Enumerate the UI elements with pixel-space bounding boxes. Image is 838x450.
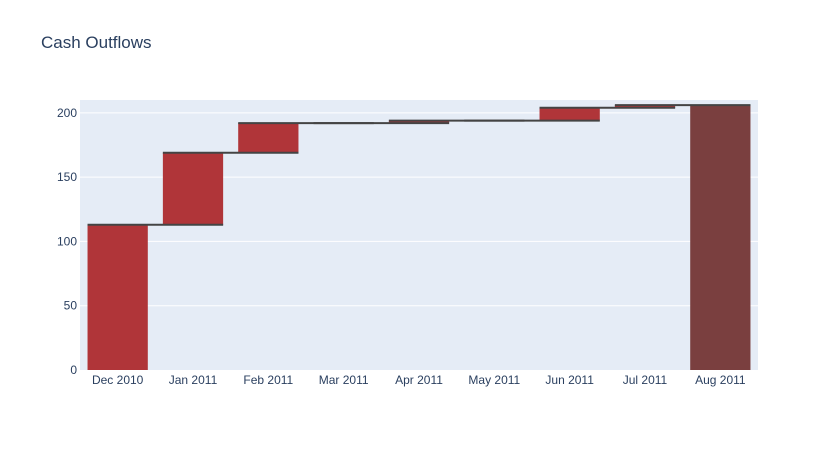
x-tick-label: Apr 2011 (395, 373, 443, 387)
y-tick-label: 50 (64, 299, 78, 313)
x-tick-label: Aug 2011 (695, 373, 746, 387)
chart-title: Cash Outflows (41, 33, 152, 52)
bar (539, 107, 600, 121)
x-tick-label: Mar 2011 (319, 373, 369, 387)
y-tick-label: 0 (70, 363, 77, 377)
bar (614, 105, 676, 108)
x-tick-label: Dec 2010 (92, 373, 144, 387)
bar (87, 224, 148, 370)
bar (162, 152, 224, 225)
bar (238, 123, 299, 153)
y-tick-label: 150 (57, 170, 77, 184)
total-bar (690, 105, 751, 371)
plot-area (80, 100, 758, 370)
y-tick-label: 200 (57, 106, 77, 120)
x-tick-label: Jan 2011 (169, 373, 218, 387)
x-tick-label: Feb 2011 (243, 373, 293, 387)
x-tick-label: Jul 2011 (623, 373, 668, 387)
x-tick-label: Jun 2011 (545, 373, 594, 387)
x-tick-label: May 2011 (468, 373, 520, 387)
y-tick-label: 100 (57, 234, 77, 248)
bar (388, 120, 450, 124)
